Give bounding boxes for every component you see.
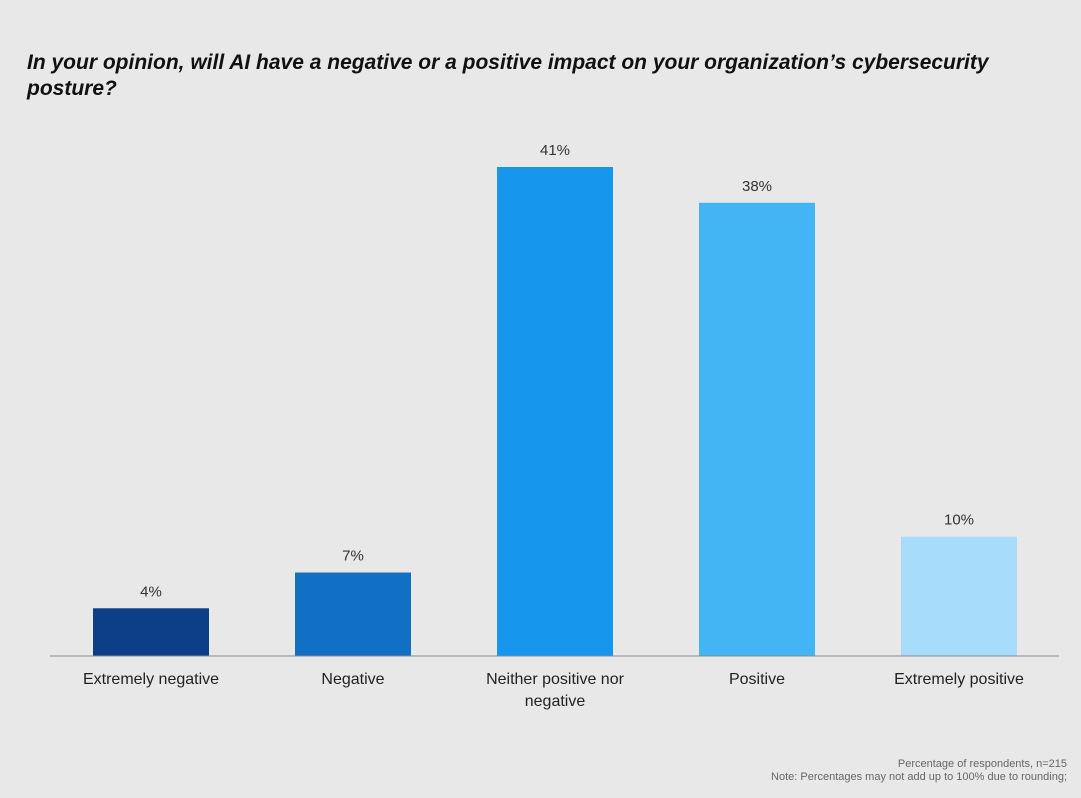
chart-title: In your opinion, will AI have a negative… — [27, 51, 989, 100]
data-label: 41% — [540, 142, 570, 159]
data-label: 10% — [944, 512, 974, 529]
bar — [699, 202, 815, 656]
category-label: Neither positive nor — [486, 671, 625, 688]
bar — [295, 572, 411, 656]
data-label: 38% — [742, 178, 772, 195]
bar — [901, 536, 1017, 656]
bar — [93, 608, 209, 656]
category-label: Extremely positive — [894, 671, 1024, 688]
data-label: 7% — [342, 548, 364, 565]
category-label: Negative — [321, 671, 384, 688]
category-label: negative — [525, 693, 586, 710]
category-label: Extremely negative — [83, 671, 219, 688]
bar — [497, 167, 613, 656]
footnote-sample: Percentage of respondents, n=215 — [897, 758, 1067, 770]
category-label: Positive — [729, 671, 785, 688]
footnote-rounding: Note: Percentages may not add up to 100%… — [771, 771, 1067, 783]
data-label: 4% — [140, 583, 162, 600]
